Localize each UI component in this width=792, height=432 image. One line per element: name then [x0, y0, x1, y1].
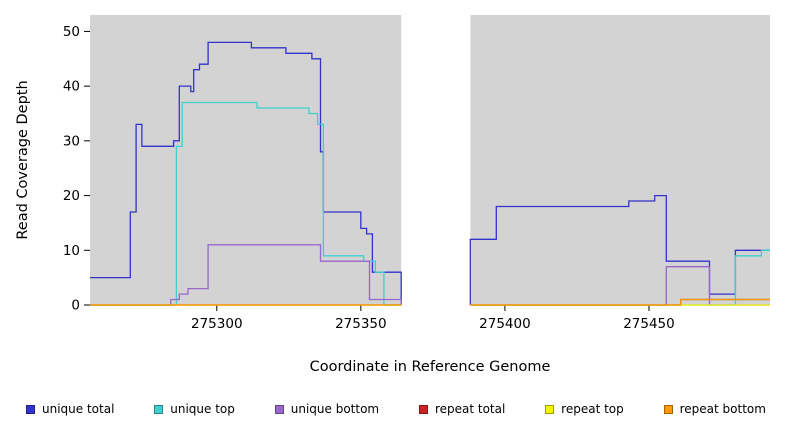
plot-area: 275300 275350 275400 275450 0 10 20 30 40 50 — [63, 15, 770, 332]
series-unique-top — [90, 101, 402, 306]
legend-label: unique top — [170, 402, 235, 416]
legend-swatch — [154, 404, 164, 414]
x-tick-label: 275450 — [623, 316, 675, 332]
x-tick-label: 275400 — [479, 316, 531, 332]
legend-item: repeat top — [545, 402, 624, 416]
legend-label: repeat bottom — [679, 402, 766, 416]
legend-label: repeat total — [434, 402, 506, 416]
y-tick-label: 30 — [63, 133, 80, 149]
legend-swatch — [663, 404, 673, 414]
y-tick-label: 20 — [63, 188, 80, 204]
y-tick-label: 10 — [63, 243, 80, 259]
y-tick-label: 0 — [71, 298, 80, 314]
x-tick-label: 275350 — [335, 316, 387, 332]
legend-swatch — [418, 404, 428, 414]
series-unique-total — [469, 194, 770, 305]
chart-svg: 275300 275350 275400 275450 0 10 20 30 40 50 Read… — [15, 15, 770, 375]
legend-swatch — [26, 404, 35, 414]
legend-swatch — [545, 404, 555, 414]
legend-item: unique total — [26, 402, 114, 416]
series-unique-bottom — [90, 244, 402, 306]
legend-label: unique bottom — [290, 402, 380, 416]
masked-region — [401, 15, 471, 305]
legend-label: unique total — [42, 402, 115, 416]
series-repeat-bottom — [470, 298, 770, 306]
series-unique-total — [90, 41, 402, 305]
legend-item: unique bottom — [274, 402, 380, 416]
x-axis-title: Coordinate in Reference Genome — [310, 359, 551, 375]
y-axis-title: Read Coverage Depth — [15, 80, 31, 239]
legend-item: repeat bottom — [663, 402, 766, 416]
y-tick-label: 40 — [63, 79, 80, 95]
legend-label: repeat top — [561, 402, 624, 416]
y-tick-label: 50 — [63, 24, 80, 40]
legend-swatch — [274, 404, 284, 414]
legend: unique total unique top unique bottom repea… — [0, 394, 792, 424]
legend-item: unique top — [154, 402, 235, 416]
legend-item: repeat total — [418, 402, 506, 416]
x-tick-label: 275300 — [191, 316, 243, 332]
